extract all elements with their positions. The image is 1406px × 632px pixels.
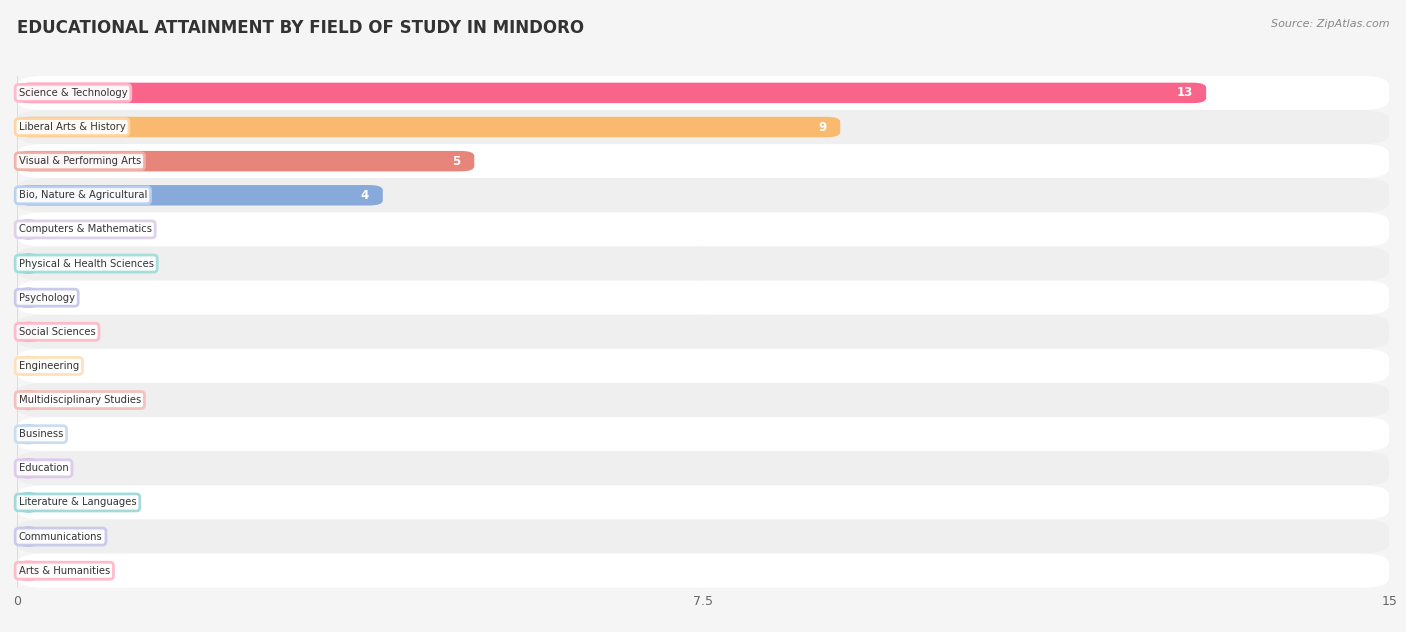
FancyBboxPatch shape <box>17 390 39 410</box>
Text: Liberal Arts & History: Liberal Arts & History <box>18 122 125 132</box>
Text: Engineering: Engineering <box>18 361 79 371</box>
Text: Education: Education <box>18 463 69 473</box>
Text: 0: 0 <box>53 325 60 338</box>
Text: 0: 0 <box>53 223 60 236</box>
Text: 0: 0 <box>53 291 60 304</box>
FancyBboxPatch shape <box>17 458 39 478</box>
Text: 4: 4 <box>361 189 370 202</box>
Text: 0: 0 <box>53 564 60 577</box>
Text: Business: Business <box>18 429 63 439</box>
FancyBboxPatch shape <box>17 424 39 444</box>
Text: 0: 0 <box>53 360 60 372</box>
Text: Arts & Humanities: Arts & Humanities <box>18 566 110 576</box>
Text: Social Sciences: Social Sciences <box>18 327 96 337</box>
FancyBboxPatch shape <box>17 185 382 205</box>
Text: Visual & Performing Arts: Visual & Performing Arts <box>18 156 141 166</box>
FancyBboxPatch shape <box>17 288 39 308</box>
Text: Communications: Communications <box>18 532 103 542</box>
FancyBboxPatch shape <box>17 151 474 171</box>
FancyBboxPatch shape <box>17 315 1389 349</box>
FancyBboxPatch shape <box>17 117 841 137</box>
FancyBboxPatch shape <box>17 492 39 513</box>
FancyBboxPatch shape <box>17 246 1389 281</box>
FancyBboxPatch shape <box>17 485 1389 520</box>
FancyBboxPatch shape <box>17 281 1389 315</box>
Text: 0: 0 <box>53 257 60 270</box>
FancyBboxPatch shape <box>17 219 39 240</box>
FancyBboxPatch shape <box>17 83 1206 103</box>
Text: Psychology: Psychology <box>18 293 75 303</box>
Text: Multidisciplinary Studies: Multidisciplinary Studies <box>18 395 141 405</box>
Text: 9: 9 <box>818 121 827 133</box>
FancyBboxPatch shape <box>17 356 39 376</box>
FancyBboxPatch shape <box>17 417 1389 451</box>
Text: Source: ZipAtlas.com: Source: ZipAtlas.com <box>1271 19 1389 29</box>
FancyBboxPatch shape <box>17 383 1389 417</box>
Text: EDUCATIONAL ATTAINMENT BY FIELD OF STUDY IN MINDORO: EDUCATIONAL ATTAINMENT BY FIELD OF STUDY… <box>17 19 583 37</box>
Text: 0: 0 <box>53 428 60 441</box>
FancyBboxPatch shape <box>17 110 1389 144</box>
FancyBboxPatch shape <box>17 526 39 547</box>
FancyBboxPatch shape <box>17 144 1389 178</box>
FancyBboxPatch shape <box>17 76 1389 110</box>
Text: 0: 0 <box>53 530 60 543</box>
FancyBboxPatch shape <box>17 253 39 274</box>
FancyBboxPatch shape <box>17 178 1389 212</box>
Text: 5: 5 <box>453 155 461 167</box>
FancyBboxPatch shape <box>17 349 1389 383</box>
Text: Bio, Nature & Agricultural: Bio, Nature & Agricultural <box>18 190 148 200</box>
FancyBboxPatch shape <box>17 451 1389 485</box>
Text: Physical & Health Sciences: Physical & Health Sciences <box>18 258 153 269</box>
Text: Computers & Mathematics: Computers & Mathematics <box>18 224 152 234</box>
FancyBboxPatch shape <box>17 322 39 342</box>
FancyBboxPatch shape <box>17 561 39 581</box>
Text: Science & Technology: Science & Technology <box>18 88 128 98</box>
FancyBboxPatch shape <box>17 520 1389 554</box>
Text: Literature & Languages: Literature & Languages <box>18 497 136 507</box>
Text: 0: 0 <box>53 496 60 509</box>
Text: 0: 0 <box>53 394 60 406</box>
FancyBboxPatch shape <box>17 554 1389 588</box>
Text: 0: 0 <box>53 462 60 475</box>
FancyBboxPatch shape <box>17 212 1389 246</box>
Text: 13: 13 <box>1177 87 1192 99</box>
